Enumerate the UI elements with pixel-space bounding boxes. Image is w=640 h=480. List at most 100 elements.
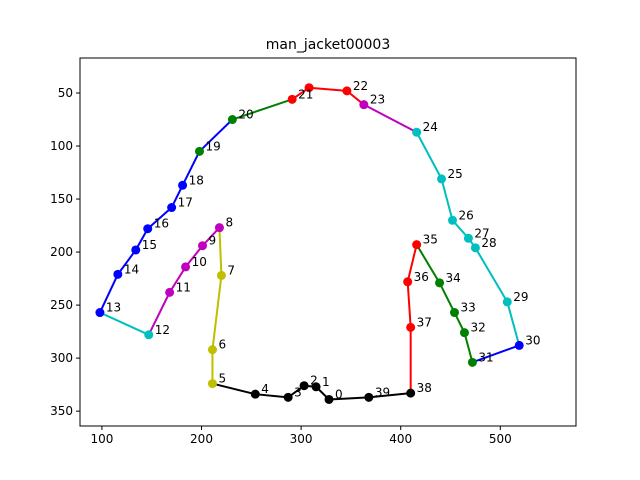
keypoint-label-10: 10 — [192, 255, 207, 269]
keypoint-19 — [195, 146, 205, 156]
x-tick-label: 300 — [290, 432, 313, 446]
keypoint-label-16: 16 — [154, 217, 169, 231]
keypoint-6 — [207, 345, 217, 355]
keypoint-label-12: 12 — [155, 323, 170, 337]
keypoint-2 — [299, 381, 309, 391]
keypoint-9 — [198, 241, 208, 251]
keypoint-markers — [95, 83, 524, 404]
keypoint-17 — [167, 203, 177, 213]
segment-4-5 — [211, 382, 257, 396]
y-tick-label: 100 — [50, 139, 73, 153]
keypoint-34 — [435, 278, 445, 288]
segment-14-15 — [116, 248, 137, 276]
keypoint-label-27: 27 — [474, 226, 489, 240]
keypoint-label-2: 2 — [310, 374, 318, 388]
keypoint-31 — [467, 357, 477, 367]
keypoint-label-28: 28 — [481, 236, 496, 250]
segment-6-7 — [211, 274, 223, 351]
keypoint-24 — [412, 127, 422, 137]
keypoint-label-33: 33 — [460, 301, 475, 315]
segment-34-35 — [415, 243, 441, 284]
keypoint-extra — [304, 83, 314, 93]
x-tick-label: 100 — [90, 432, 113, 446]
keypoint-label-39: 39 — [375, 385, 390, 399]
keypoint-29 — [502, 297, 512, 307]
segment-20-21 — [231, 98, 294, 121]
keypoint-12 — [144, 330, 154, 340]
keypoint-label-30: 30 — [525, 333, 540, 347]
keypoint-14 — [113, 269, 123, 279]
segment-24-25 — [415, 131, 443, 180]
keypoint-label-6: 6 — [218, 338, 226, 352]
segment-23-24 — [362, 103, 418, 134]
keypoint-label-36: 36 — [414, 270, 429, 284]
y-tick-label: 150 — [50, 192, 73, 206]
segment-10-11 — [168, 265, 187, 294]
segment-19-20 — [198, 118, 234, 153]
keypoint-label-14: 14 — [124, 262, 139, 276]
keypoint-13 — [95, 308, 105, 318]
keypoint-28 — [470, 243, 480, 253]
keypoint-39 — [364, 392, 374, 402]
keypoint-26 — [447, 215, 457, 225]
keypoint-30 — [514, 340, 524, 350]
keypoint-label-13: 13 — [106, 301, 121, 315]
x-tick-label: 200 — [190, 432, 213, 446]
keypoint-15 — [131, 245, 141, 255]
segment-x-22 — [308, 86, 348, 92]
keypoint-8 — [214, 223, 224, 233]
segment-13-14 — [98, 273, 119, 314]
segment-7-8 — [218, 226, 223, 277]
x-axis-ticks: 100 200 300 400 500 — [90, 426, 512, 446]
keypoint-23 — [359, 100, 369, 110]
segment-36-37 — [406, 280, 412, 329]
keypoint-38 — [406, 388, 416, 398]
keypoint-label-1: 1 — [322, 375, 330, 389]
keypoint-label-11: 11 — [176, 280, 191, 294]
keypoint-label-34: 34 — [446, 271, 461, 285]
segment-11-12 — [147, 291, 171, 336]
y-tick-label: 350 — [50, 404, 73, 418]
keypoint-label-24: 24 — [423, 120, 438, 134]
keypoint-label-15: 15 — [142, 238, 157, 252]
keypoint-label-19: 19 — [206, 139, 221, 153]
keypoint-label-32: 32 — [470, 321, 485, 335]
keypoint-label-20: 20 — [238, 108, 253, 122]
keypoint-35 — [412, 240, 422, 250]
segment-16-17 — [146, 206, 173, 230]
keypoint-label-22: 22 — [353, 79, 368, 93]
keypoint-11 — [165, 287, 175, 297]
plot-frame — [79, 57, 577, 427]
y-tick-label: 250 — [50, 298, 73, 312]
plot-area — [80, 58, 576, 426]
y-tick-label: 300 — [50, 351, 73, 365]
segment-31-32 — [463, 331, 474, 364]
keypoint-37 — [406, 322, 416, 332]
y-axis-ticks: 50 100 150 200 250 300 350 — [50, 86, 80, 418]
keypoint-label-38: 38 — [417, 381, 432, 395]
keypoint-20 — [227, 115, 237, 125]
keypoint-label-17: 17 — [178, 196, 193, 210]
segment-25-26 — [440, 177, 454, 222]
keypoint-32 — [459, 328, 469, 338]
segment-3-4 — [254, 393, 290, 399]
segment-39-0 — [327, 396, 370, 401]
keypoint-16 — [143, 224, 153, 234]
keypoint-3 — [283, 392, 293, 402]
segment-29-30 — [506, 300, 521, 347]
chart-title: man_jacket00003 — [266, 37, 391, 53]
keypoint-label-18: 18 — [189, 173, 204, 187]
keypoint-4 — [250, 389, 260, 399]
keypoint-label-31: 31 — [478, 350, 493, 364]
keypoint-36 — [403, 277, 413, 287]
keypoint-0 — [324, 394, 334, 404]
keypoint-label-9: 9 — [209, 234, 217, 248]
keypoint-label-25: 25 — [448, 167, 463, 181]
segment-35-36 — [406, 243, 418, 283]
keypoint-label-21: 21 — [298, 87, 313, 101]
keypoint-label-37: 37 — [417, 315, 432, 329]
segment-28-29 — [474, 246, 509, 303]
keypoint-10 — [181, 262, 191, 272]
x-tick-label: 400 — [389, 432, 412, 446]
